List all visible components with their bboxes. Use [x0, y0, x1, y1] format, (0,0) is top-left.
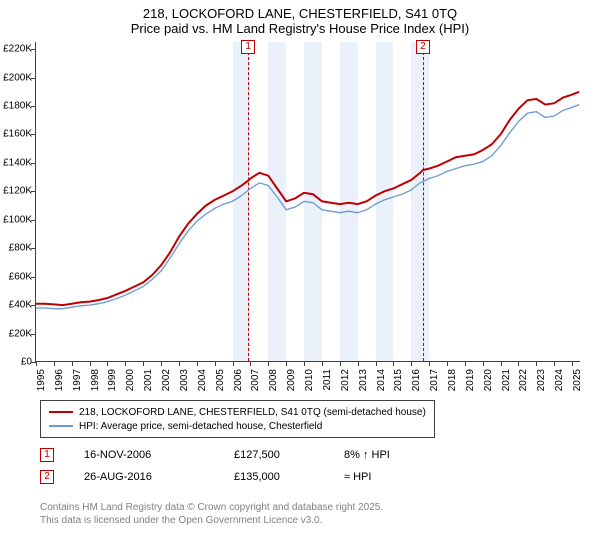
x-tick-label: 2006: [233, 369, 244, 391]
footer-line2: This data is licensed under the Open Gov…: [40, 515, 383, 528]
x-tick-label: 2013: [358, 369, 369, 391]
x-tick-label: 2020: [483, 369, 494, 391]
footer-attribution: Contains HM Land Registry data © Crown c…: [40, 502, 383, 527]
legend-swatch: [49, 425, 73, 427]
x-tick-label: 1998: [90, 369, 101, 391]
legend: 218, LOCKOFORD LANE, CHESTERFIELD, S41 0…: [40, 400, 435, 438]
x-tick-label: 2022: [518, 369, 529, 391]
series-line: [36, 92, 579, 305]
x-tick-label: 2021: [501, 369, 512, 391]
x-tick-label: 1996: [54, 369, 65, 391]
series-line: [36, 105, 579, 309]
x-tick-label: 2001: [143, 369, 154, 391]
x-tick-label: 2012: [340, 369, 351, 391]
row-price: £135,000: [234, 471, 344, 483]
x-tick-label: 2009: [286, 369, 297, 391]
table-row: 1 16-NOV-2006£127,5008% ↑ HPI: [40, 444, 444, 466]
x-tick-label: 1995: [36, 369, 47, 391]
x-tick-label: 2002: [161, 369, 172, 391]
x-tick-label: 1999: [107, 369, 118, 391]
chart-title-line2: Price paid vs. HM Land Registry's House …: [0, 21, 600, 40]
x-tick-label: 2014: [376, 369, 387, 391]
series-svg: [36, 42, 581, 362]
row-price: £127,500: [234, 449, 344, 461]
x-tick-label: 2011: [322, 369, 333, 391]
x-tick-label: 2010: [304, 369, 315, 391]
x-tick-label: 2019: [465, 369, 476, 391]
legend-swatch: [49, 411, 73, 413]
row-date: 16-NOV-2006: [84, 449, 234, 461]
table-row: 2 26-AUG-2016£135,000≈ HPI: [40, 466, 444, 488]
x-tick-label: 2007: [250, 369, 261, 391]
x-tick-label: 1997: [72, 369, 83, 391]
row-date: 26-AUG-2016: [84, 471, 234, 483]
x-tick-label: 2016: [411, 369, 422, 391]
x-tick-label: 2005: [215, 369, 226, 391]
chart-container: 218, LOCKOFORD LANE, CHESTERFIELD, S41 0…: [0, 0, 600, 560]
x-tick-label: 2024: [554, 369, 565, 391]
row-marker: 1: [40, 448, 54, 462]
x-tick-label: 2025: [572, 369, 583, 391]
sales-table: 1 16-NOV-2006£127,5008% ↑ HPI 2 26-AUG-2016…: [40, 444, 444, 488]
x-tick-label: 2018: [447, 369, 458, 391]
footer-line1: Contains HM Land Registry data © Crown c…: [40, 502, 383, 515]
legend-item: HPI: Average price, semi-detached house,…: [49, 419, 426, 433]
x-tick-label: 2000: [125, 369, 136, 391]
chart-title-line1: 218, LOCKOFORD LANE, CHESTERFIELD, S41 0…: [0, 0, 600, 21]
x-tick-label: 2008: [268, 369, 279, 391]
x-tick-label: 2003: [179, 369, 190, 391]
legend-label: 218, LOCKOFORD LANE, CHESTERFIELD, S41 0…: [79, 407, 426, 418]
row-hpi: 8% ↑ HPI: [344, 449, 444, 461]
plot-area: £0£20K£40K£60K£80K£100K£120K£140K£160K£1…: [35, 42, 580, 362]
row-marker: 2: [40, 470, 54, 484]
row-hpi: ≈ HPI: [344, 471, 444, 483]
x-tick-label: 2004: [197, 369, 208, 391]
legend-label: HPI: Average price, semi-detached house,…: [79, 421, 322, 432]
legend-item: 218, LOCKOFORD LANE, CHESTERFIELD, S41 0…: [49, 405, 426, 419]
x-tick-label: 2015: [393, 369, 404, 391]
x-tick-label: 2023: [536, 369, 547, 391]
x-tick-label: 2017: [429, 369, 440, 391]
